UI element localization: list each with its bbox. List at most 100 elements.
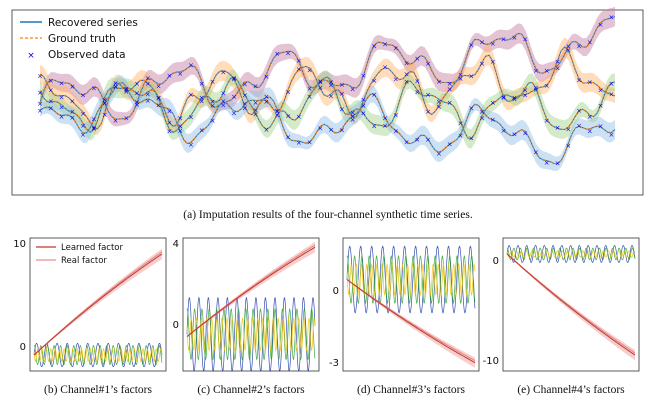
observed-point: × <box>533 86 539 94</box>
observed-point: × <box>263 73 269 81</box>
observed-point: × <box>188 141 194 149</box>
panel-b-ytick-zero: 0 <box>20 342 26 353</box>
observed-point: × <box>317 124 323 132</box>
observed-point: × <box>533 67 539 75</box>
observed-point: × <box>576 107 582 115</box>
observed-point: × <box>91 124 97 132</box>
observed-point: × <box>404 78 410 86</box>
observed-point: × <box>587 38 593 46</box>
observed-point: × <box>522 86 528 94</box>
observed-point: × <box>458 119 464 127</box>
observed-point: × <box>501 127 507 135</box>
observed-point: × <box>587 78 593 86</box>
panel-d-frame <box>342 237 480 372</box>
observed-point: × <box>48 97 54 105</box>
observed-point: × <box>296 139 302 147</box>
observed-point: × <box>188 61 194 69</box>
observed-point: × <box>458 75 464 83</box>
observed-point: × <box>113 83 119 91</box>
observed-point: × <box>48 105 54 113</box>
observed-point: × <box>468 42 474 50</box>
observed-point: × <box>210 78 216 86</box>
periodic-factor-2 <box>33 344 163 366</box>
observed-point: × <box>274 108 280 116</box>
observed-point: × <box>307 138 313 146</box>
observed-point: × <box>242 100 248 108</box>
observed-point: × <box>263 98 269 106</box>
observed-point: × <box>102 100 108 108</box>
observed-point: × <box>199 80 205 88</box>
observed-point: × <box>156 102 162 110</box>
observed-point: × <box>414 89 420 97</box>
observed-point: × <box>382 122 388 130</box>
observed-point: × <box>522 92 528 100</box>
observed-point: × <box>544 82 550 90</box>
observed-point: × <box>598 102 604 110</box>
observed-point: × <box>501 35 507 43</box>
observed-point: × <box>69 97 75 105</box>
panel-d-ytick-bottom: -3 <box>329 358 339 369</box>
observed-point: × <box>123 85 129 93</box>
caption-a: (a) Imputation results of the four-chann… <box>183 209 473 221</box>
observed-point: × <box>296 113 302 121</box>
periodic-factor-1 <box>186 296 316 372</box>
observed-point: × <box>414 55 420 63</box>
panel-a-observed-points: ×× × ××××× ××××× ×××× ××× ××× ×××× × ×××× × ××××× ××… <box>37 13 614 167</box>
observed-point: × <box>490 99 496 107</box>
observed-point: × <box>393 127 399 135</box>
observed-point: × <box>307 85 313 93</box>
panel-a-frame <box>11 9 644 196</box>
observed-point: × <box>177 123 183 131</box>
band-channel-4 <box>40 75 615 171</box>
observed-point: × <box>447 80 453 88</box>
observed-point: × <box>339 90 345 98</box>
observed-point: × <box>382 63 388 71</box>
observed-point: × <box>199 98 205 106</box>
observed-point: × <box>544 159 550 167</box>
observed-point: × <box>350 112 356 120</box>
observed-point: × <box>37 72 43 80</box>
observed-point: × <box>69 114 75 122</box>
observed-point: × <box>253 106 259 114</box>
observed-point: × <box>360 110 366 118</box>
caption-c: (c) Channel#2’s factors <box>197 384 305 396</box>
observed-point: × <box>307 93 313 101</box>
observed-point: × <box>608 80 614 88</box>
observed-point: × <box>328 81 334 89</box>
observed-point: × <box>48 77 54 85</box>
panel-e-channel4: 0 -10 (e) Channel#4’s factors <box>483 237 640 396</box>
observed-point: × <box>134 101 140 109</box>
observed-point: × <box>220 101 226 109</box>
observed-point: × <box>393 44 399 52</box>
observed-point: × <box>328 78 334 86</box>
observed-point: × <box>177 115 183 123</box>
observed-point: × <box>274 50 280 58</box>
observed-point: × <box>210 102 216 110</box>
observed-point: × <box>339 81 345 89</box>
observed-point: × <box>555 159 561 167</box>
observed-point: × <box>59 104 65 112</box>
observed-point: × <box>479 108 485 116</box>
observed-point: × <box>166 72 172 80</box>
panel-d-lines <box>346 245 476 368</box>
observed-point: × <box>317 84 323 92</box>
observed-point: × <box>69 83 75 91</box>
observed-point: × <box>587 113 593 121</box>
observed-point: × <box>263 126 269 134</box>
observed-point: × <box>328 126 334 134</box>
observed-point: × <box>468 73 474 81</box>
observed-point: × <box>274 112 280 120</box>
observed-point: × <box>565 42 571 50</box>
observed-point: × <box>350 109 356 117</box>
observed-point: × <box>188 91 194 99</box>
observed-point: × <box>576 77 582 85</box>
observed-point: × <box>490 40 496 48</box>
observed-point: × <box>145 97 151 105</box>
observed-point: × <box>371 77 377 85</box>
observed-point: × <box>360 72 366 80</box>
observed-point: × <box>177 127 183 135</box>
observed-point: × <box>382 115 388 123</box>
observed-point: × <box>263 93 269 101</box>
observed-point: × <box>285 112 291 120</box>
observed-point: × <box>156 94 162 102</box>
